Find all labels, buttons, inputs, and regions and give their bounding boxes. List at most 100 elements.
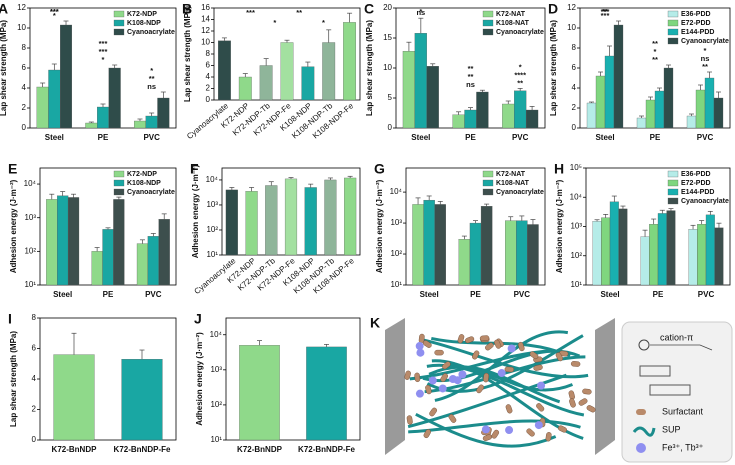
legend-label: K72-NAT [496, 171, 526, 178]
y-tick-label: 10² [390, 249, 402, 258]
panel-letter: K [370, 315, 380, 331]
significance: * [102, 55, 105, 64]
legend-label: E36-PDD [681, 171, 711, 178]
surfactant [578, 398, 588, 406]
significance: *** [99, 39, 108, 48]
bar [67, 197, 80, 286]
surfactant [517, 341, 525, 352]
bar [516, 220, 528, 286]
bar [505, 220, 517, 286]
significance: ** [296, 8, 302, 17]
y-tick-label: 6 [572, 63, 577, 72]
legend-label: K72-NAT [496, 11, 526, 18]
y-tick-label: 16 [201, 3, 210, 12]
legend-swatch [482, 28, 494, 36]
bar [640, 236, 650, 286]
bar [145, 115, 158, 129]
bar [458, 239, 471, 286]
panel-letter: I [8, 311, 12, 327]
cation-pi-label: cation-π [660, 332, 693, 342]
bar [91, 251, 103, 286]
bar [426, 66, 439, 129]
legend-label: K72-NDP [127, 171, 157, 178]
significance: * [704, 46, 707, 55]
significance: ** [149, 74, 155, 83]
x-tick-label: Steel [595, 133, 614, 142]
bar [322, 42, 336, 101]
legend-swatch [482, 170, 494, 178]
significance: ** [702, 62, 708, 71]
bar [402, 51, 416, 129]
ion [448, 375, 457, 384]
panel-letter: J [194, 311, 202, 327]
ion-icon [636, 443, 646, 453]
legend-label: K108-NAT [496, 20, 530, 27]
bar [414, 33, 427, 129]
y-tick-label: 8 [206, 49, 211, 58]
legend-swatch [667, 37, 679, 45]
bar [586, 102, 597, 129]
y-tick-label: 20 [383, 3, 392, 12]
surfactant [570, 361, 581, 367]
significance: *** [99, 47, 108, 56]
panel-letter: G [374, 161, 385, 177]
bar [464, 109, 477, 129]
bar [713, 97, 724, 129]
sup-chain [434, 330, 569, 402]
bar [46, 199, 58, 286]
panel-letter: E [8, 161, 17, 177]
legend-label: Surfactant [662, 406, 704, 416]
surfactant [448, 414, 457, 423]
x-tick-label: K72-BnNDP [52, 445, 98, 454]
x-tick-label: K72-BnNDP-Fe [298, 445, 355, 454]
bar [147, 236, 159, 286]
legend-swatch [667, 28, 679, 36]
surfactant [555, 352, 563, 362]
x-tick-label: PE [103, 290, 114, 299]
bar [527, 224, 539, 286]
legend-label: Cyanoacrylate [127, 189, 175, 196]
y-tick-label: 10⁴ [206, 175, 219, 184]
bar [97, 106, 109, 129]
legend-label: Cyanoacrylate [496, 29, 544, 36]
surfactant [483, 372, 490, 383]
legend-swatch [482, 19, 494, 27]
surfactant [529, 351, 539, 360]
legend-swatch [482, 10, 494, 18]
bar [133, 120, 146, 129]
bar [102, 229, 114, 286]
diagram-k: K cation-π Surfactant SUP Fe³⁺, Tb³⁺ [370, 315, 733, 463]
legend-swatch [482, 179, 494, 187]
x-tick-label: PVC [697, 133, 714, 142]
surfactant [482, 434, 492, 442]
bar [688, 229, 698, 286]
y-tick-label: 10¹ [210, 435, 222, 444]
y-axis-title: Lap shear strength (MPa) [549, 20, 558, 116]
significance: ** [602, 7, 608, 16]
y-tick-label: 2 [572, 103, 577, 112]
x-tick-label: PVC [512, 133, 529, 142]
surfactant [442, 361, 451, 370]
y-tick-label: 10² [570, 251, 582, 260]
x-tick-label: PVC [145, 290, 162, 299]
ion [415, 342, 424, 351]
legend-label: E36-PDD [681, 11, 711, 18]
bar [434, 204, 446, 286]
surfactant [422, 340, 432, 348]
legend-label: E144-PDD [681, 29, 714, 36]
x-tick-label: PVC [143, 133, 160, 142]
fibers [404, 330, 596, 448]
significance: ** [468, 72, 474, 81]
significance: ** [652, 39, 658, 48]
y-axis-title: Adhesion energy (J·m⁻²) [9, 179, 18, 273]
bar [514, 90, 527, 129]
significance: * [150, 66, 153, 75]
y-tick-label: 6 [206, 61, 211, 70]
y-axis-title: Lap shear strength (MPa) [9, 331, 18, 427]
y-tick-label: 10² [206, 225, 218, 234]
legend-label: Cyanoacrylate [496, 189, 544, 196]
x-tick-label: Steel [420, 290, 439, 299]
panel-letter: A [0, 1, 8, 17]
bar [301, 66, 315, 101]
bar [423, 199, 435, 286]
